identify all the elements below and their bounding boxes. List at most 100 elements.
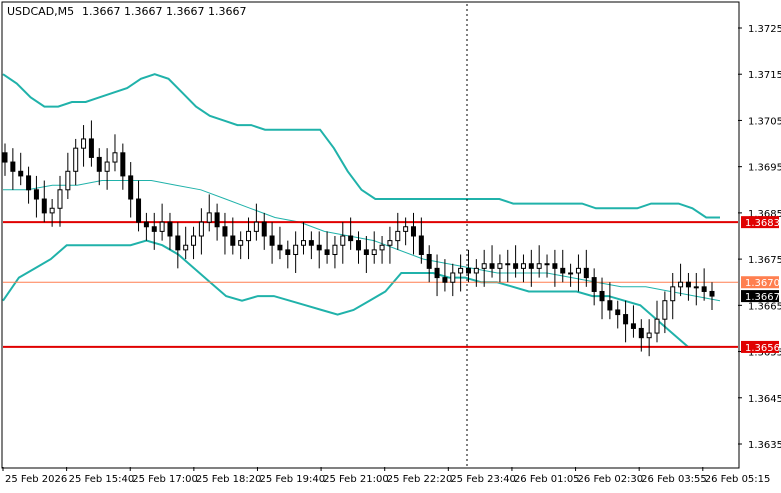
candle-body-up [73, 147, 79, 172]
level-lines [3, 221, 738, 348]
candle-body-up [497, 263, 503, 269]
candle [544, 254, 550, 278]
candle [269, 222, 275, 264]
candle [410, 212, 416, 255]
candle-body-up [246, 230, 252, 242]
candle [214, 203, 220, 241]
candle-body-up [536, 263, 542, 269]
candle [536, 245, 542, 278]
candle-body-down [465, 267, 471, 274]
candle-body-down [560, 267, 566, 274]
candle [654, 300, 660, 343]
x-tick-label: 25 Feb 2026 [5, 474, 67, 485]
candle-body-down [324, 249, 330, 255]
candle [607, 282, 613, 320]
candle-body-up [575, 267, 581, 274]
candle-body-up [473, 267, 479, 274]
candle [175, 222, 181, 269]
candle-body-up [395, 230, 401, 242]
candle [560, 249, 566, 283]
candle-body-down [33, 189, 39, 200]
candle-body-down [348, 235, 354, 242]
candle [222, 212, 228, 255]
candle-body-up [387, 240, 393, 246]
candle-body-up [450, 272, 456, 283]
candle [308, 231, 314, 260]
x-tick-label: 26 Feb 03:55 [641, 474, 707, 485]
candle-body-up [206, 212, 212, 223]
candle [253, 203, 259, 241]
candle [88, 120, 94, 167]
candle-body-down [222, 226, 228, 237]
candle [324, 231, 330, 264]
candle-body-up [662, 300, 668, 320]
candle-body-down [638, 327, 644, 339]
candle-body-down [269, 235, 275, 246]
candle-body-up [505, 263, 511, 266]
candle-body-up [198, 221, 204, 237]
candle [285, 240, 291, 269]
candle-body-down [128, 175, 134, 200]
candle-body-down [583, 267, 589, 279]
candle-body-up [65, 170, 71, 191]
candle-body-up [646, 332, 652, 339]
x-tick-label: 25 Feb 21:00 [323, 474, 389, 485]
candle [615, 300, 621, 329]
x-tick-label: 26 Feb 05:15 [705, 474, 771, 485]
x-tick-label: 25 Feb 18:20 [196, 474, 262, 485]
candle [65, 152, 71, 200]
candle [395, 212, 401, 250]
candle [638, 319, 644, 352]
candle-body-down [410, 226, 416, 237]
candle [136, 180, 142, 232]
y-tick-label: 1.3725 [748, 24, 781, 35]
candle [418, 217, 424, 264]
candle [426, 245, 432, 283]
price-tags: 1.3683 1.3670 1.3667 1.3656 [741, 216, 780, 354]
candles [2, 120, 715, 357]
chart-header-symbol: USDCAD,M5 [7, 5, 74, 18]
candle [403, 217, 409, 246]
candle [442, 259, 448, 292]
y-tick-label: 1.3715 [748, 70, 781, 81]
candle [191, 226, 197, 260]
candle-body-down [591, 277, 597, 292]
candle-body-down [418, 235, 424, 255]
candle [379, 236, 385, 264]
candle-body-down [230, 235, 236, 246]
candle [2, 143, 8, 176]
candle [505, 249, 511, 283]
candle-body-down [434, 267, 440, 279]
candle [623, 300, 629, 343]
candle [151, 212, 157, 250]
candle-body-up [568, 272, 574, 275]
candle [49, 199, 55, 227]
y-tick-label: 1.3635 [748, 440, 781, 451]
candle-body-down [88, 138, 94, 158]
candle [473, 259, 479, 287]
candle-body-up [670, 286, 676, 302]
candle-body-down [630, 323, 636, 329]
candle-body-up [458, 267, 464, 274]
candle-body-down [316, 244, 322, 251]
y-tick-label: 1.3695 [748, 163, 781, 174]
candle-body-up [301, 240, 307, 246]
candle [143, 212, 149, 241]
candle [316, 231, 322, 269]
candle [33, 175, 39, 218]
candle [363, 236, 369, 273]
candle-body-up [481, 263, 487, 269]
candle-body-up [520, 263, 526, 269]
bollinger-upper-line [2, 73, 720, 219]
candle [293, 231, 299, 273]
candle [206, 194, 212, 232]
candle [520, 254, 526, 283]
candle-body-down [285, 249, 291, 255]
candle-body-down [599, 290, 605, 302]
candle-body-down [607, 300, 613, 311]
plot-frame [1, 1, 740, 469]
level-tag-1.3683-bg [741, 216, 779, 229]
